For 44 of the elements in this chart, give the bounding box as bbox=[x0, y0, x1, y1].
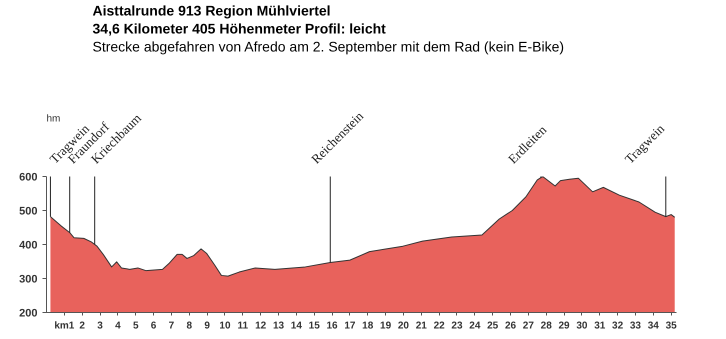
x-tick-label: 13 bbox=[272, 320, 285, 332]
y-tick-label: 200 bbox=[19, 308, 38, 320]
x-tick-label: 21 bbox=[416, 320, 428, 332]
x-tick-label: 11 bbox=[238, 320, 249, 332]
x-tick-label: 32 bbox=[612, 320, 624, 332]
chart-subtitle: 34,6 Kilometer 405 Höhenmeter Profil: leicht bbox=[92, 20, 386, 36]
x-tick-label: 25 bbox=[487, 320, 499, 332]
y-tick-label: 400 bbox=[19, 240, 38, 252]
x-tick-label: 22 bbox=[434, 320, 446, 332]
x-tick-label: 7 bbox=[168, 320, 175, 332]
x-tick-label: 23 bbox=[451, 320, 463, 332]
text: Strecke abgefahren von Afredo am 2. September mit dem Rad (kein E-Bike) bbox=[92, 38, 564, 54]
x-tick-label: 8 bbox=[186, 320, 192, 332]
x-tick-label: 30 bbox=[576, 320, 588, 332]
x-tick-label: 24 bbox=[469, 320, 481, 332]
x-tick-label: 15 bbox=[308, 320, 320, 332]
x-tick-label: 16 bbox=[326, 320, 338, 332]
x-tick-label: 12 bbox=[255, 320, 267, 332]
x-tick-label: 33 bbox=[630, 320, 642, 332]
x-tick-label: km1 bbox=[54, 320, 75, 332]
y-axis-title: hm bbox=[46, 114, 60, 124]
x-tick-label: 6 bbox=[150, 320, 157, 332]
y-tick-label: 600 bbox=[19, 172, 38, 184]
y-tick-label: 300 bbox=[19, 274, 38, 286]
chart-title: Aisttalrunde 913 Region Mühlviertel bbox=[92, 2, 331, 18]
x-tick-label: 31 bbox=[594, 320, 606, 332]
x-tick-label: 27 bbox=[522, 320, 534, 332]
x-tick-label: 14 bbox=[290, 320, 302, 332]
x-tick-label: 5 bbox=[132, 320, 139, 332]
y-tick-label: 500 bbox=[19, 206, 38, 218]
x-tick-label: 10 bbox=[219, 320, 231, 332]
x-tick-label: 29 bbox=[558, 320, 570, 332]
x-tick-label: 4 bbox=[115, 320, 122, 332]
x-tick-label: 26 bbox=[504, 320, 517, 332]
x-tick-label: 34 bbox=[648, 320, 660, 332]
x-tick-label: 19 bbox=[380, 320, 392, 332]
x-tick-label: 28 bbox=[540, 320, 552, 332]
x-tick-label: 18 bbox=[362, 320, 374, 332]
x-tick-label: 35 bbox=[666, 320, 678, 332]
x-tick-label: 3 bbox=[97, 320, 104, 332]
x-tick-label: 20 bbox=[398, 320, 410, 332]
x-tick-label: 9 bbox=[204, 320, 210, 332]
x-tick-label: 2 bbox=[79, 320, 86, 332]
x-tick-label: 17 bbox=[344, 320, 356, 332]
